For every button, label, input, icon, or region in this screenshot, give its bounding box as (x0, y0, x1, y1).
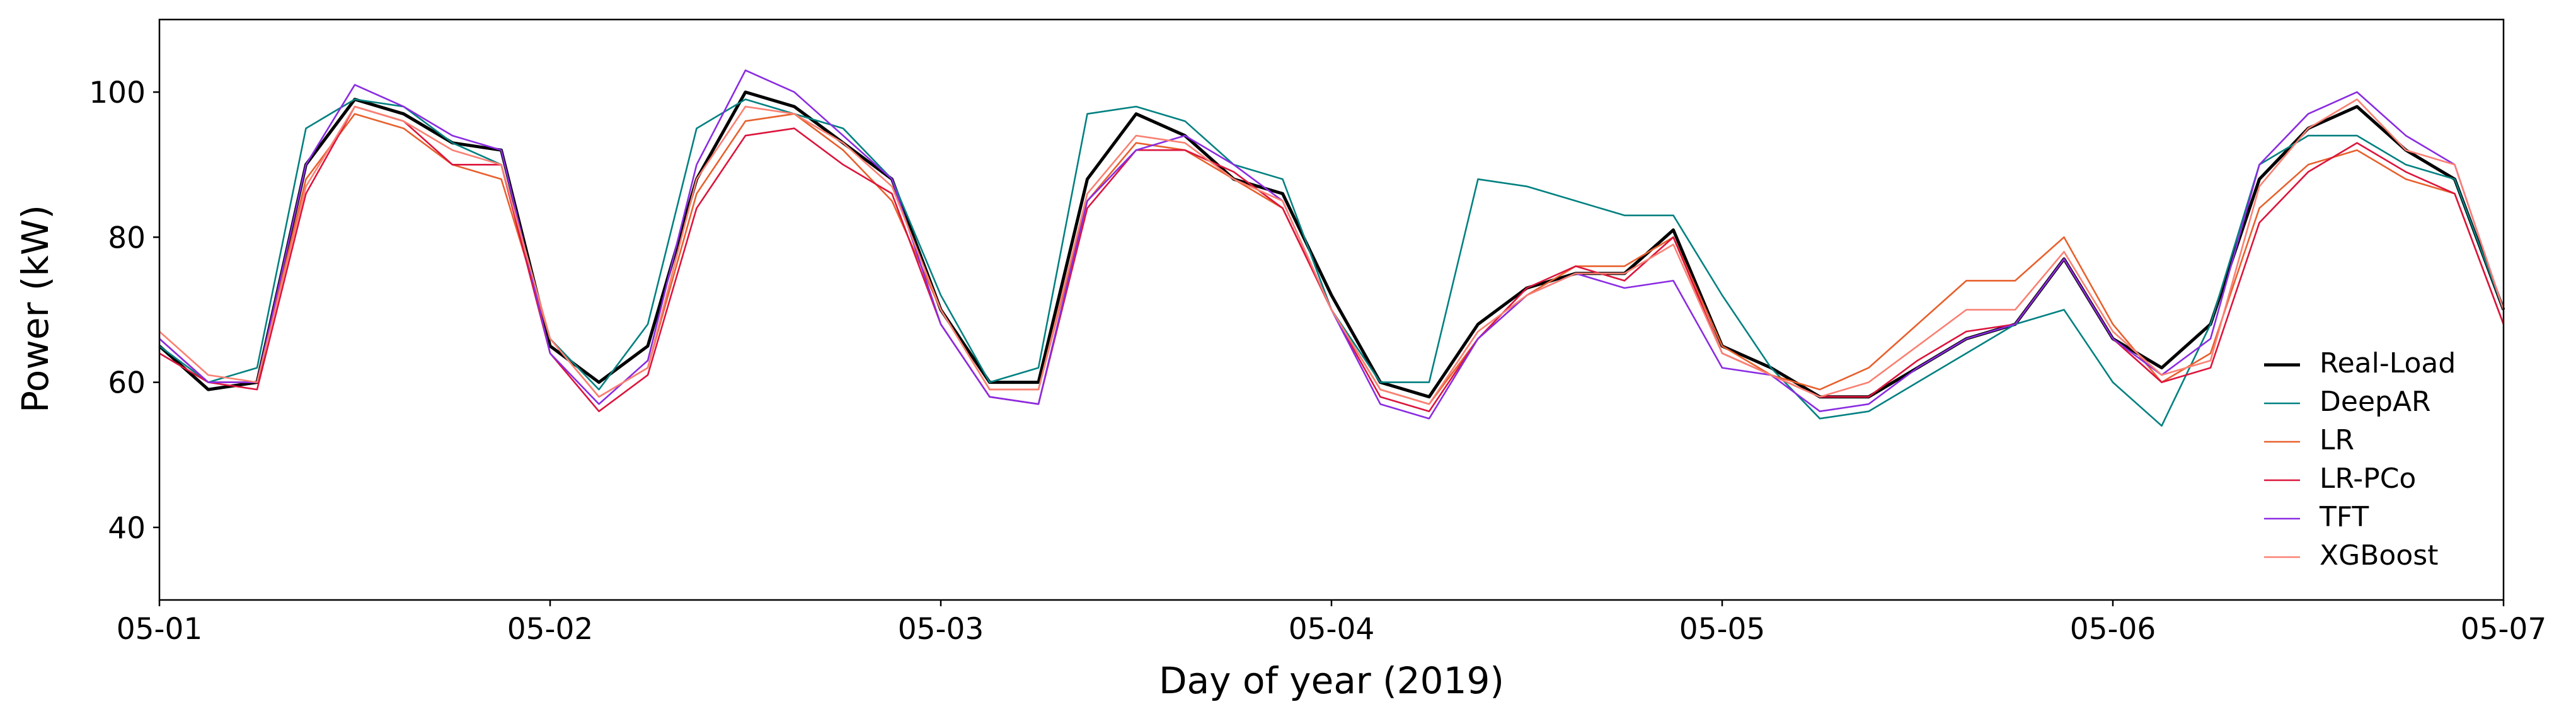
x-tick-label: 05-05 (1679, 612, 1766, 647)
y-tick-label: 60 (108, 366, 146, 401)
series-line (159, 98, 2505, 427)
x-tick-label: 05-02 (507, 612, 594, 647)
legend-label: LR-PCo (2320, 463, 2416, 495)
x-tick-label: 05-03 (898, 612, 984, 647)
series-line (159, 98, 2505, 405)
x-tick-label: 05-04 (1289, 612, 1375, 647)
legend-label: Real-Load (2320, 347, 2456, 379)
x-tick-label: 05-07 (2461, 612, 2547, 647)
legend-label: XGBoost (2320, 539, 2438, 572)
series-line (158, 90, 2505, 399)
plot-frame (158, 18, 2505, 601)
y-tick-label: 80 (108, 221, 146, 255)
y-axis-label: Power (kW) (14, 205, 57, 413)
x-tick-label: 05-01 (117, 612, 203, 647)
legend-label: LR (2320, 424, 2354, 456)
legend-label: DeepAR (2320, 386, 2431, 418)
x-axis-label: Day of year (2019) (1159, 659, 1504, 702)
y-tick-label: 100 (89, 76, 146, 110)
y-tick-label: 40 (108, 511, 146, 546)
legend-label: TFT (2319, 501, 2369, 533)
x-tick-label: 05-06 (2070, 612, 2156, 647)
